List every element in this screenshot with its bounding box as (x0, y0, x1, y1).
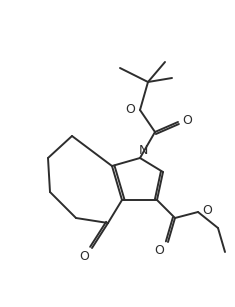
Text: O: O (182, 114, 192, 126)
Text: O: O (125, 103, 135, 115)
Text: O: O (202, 204, 212, 216)
Text: O: O (154, 243, 164, 257)
Text: N: N (138, 143, 148, 157)
Text: O: O (79, 250, 89, 262)
